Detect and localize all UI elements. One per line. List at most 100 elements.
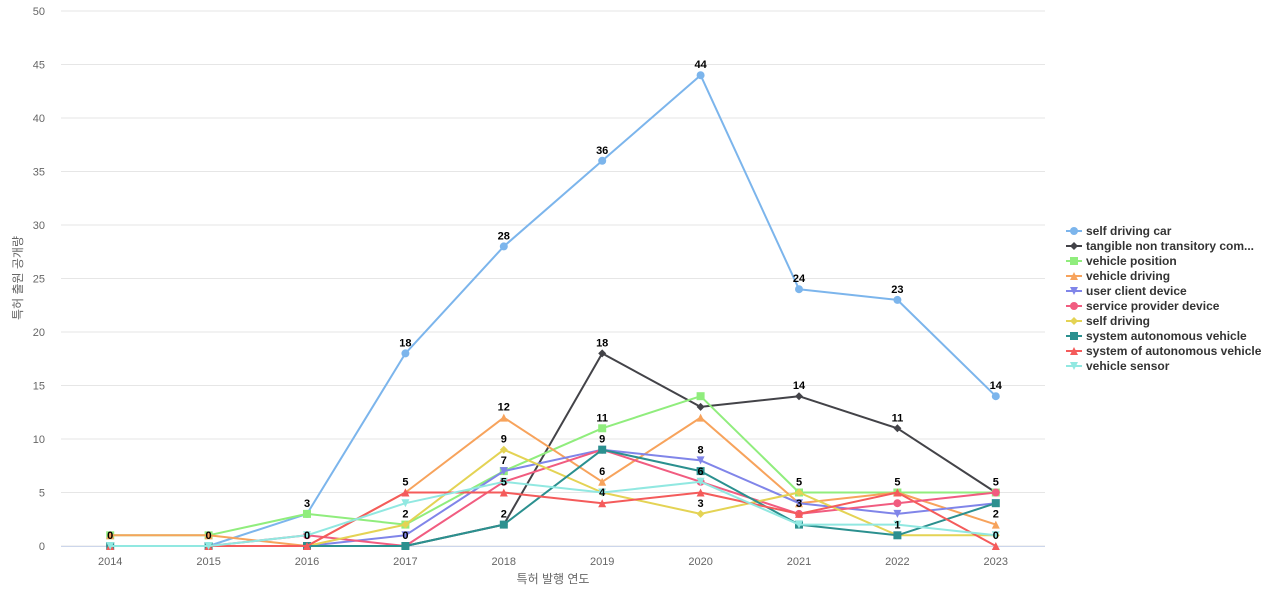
data-point[interactable] xyxy=(696,467,705,476)
legend-marker[interactable] xyxy=(1070,347,1078,355)
data-point[interactable] xyxy=(499,477,508,486)
gridlines xyxy=(61,10,1045,547)
data-label: 6 xyxy=(599,466,605,478)
legend-item[interactable]: system of autonomous vehicle xyxy=(1066,344,1262,358)
legend-marker[interactable] xyxy=(1070,227,1078,235)
data-point[interactable] xyxy=(795,499,803,508)
data-point[interactable] xyxy=(991,531,1000,540)
data-point[interactable] xyxy=(598,445,607,454)
data-point[interactable] xyxy=(893,424,902,433)
data-point[interactable] xyxy=(696,456,705,465)
legend-marker[interactable] xyxy=(1070,287,1078,295)
series-3[interactable] xyxy=(106,413,1000,550)
data-point[interactable] xyxy=(598,349,607,358)
data-label: 2 xyxy=(501,509,507,521)
legend-item[interactable]: tangible non transitory com... xyxy=(1066,239,1254,253)
x-tick-label: 2020 xyxy=(688,556,712,568)
data-point[interactable] xyxy=(696,71,705,80)
legend-label: vehicle position xyxy=(1086,254,1177,268)
data-point[interactable] xyxy=(696,392,705,401)
data-point[interactable] xyxy=(499,242,508,251)
data-point[interactable] xyxy=(598,477,607,486)
data-point[interactable] xyxy=(499,467,508,476)
data-point[interactable] xyxy=(795,520,803,529)
data-point[interactable] xyxy=(401,488,410,497)
data-point[interactable] xyxy=(499,520,508,529)
data-point[interactable] xyxy=(991,392,1000,401)
data-point[interactable] xyxy=(598,499,607,508)
data-point[interactable] xyxy=(991,488,1000,497)
data-point[interactable] xyxy=(401,542,410,550)
data-point[interactable] xyxy=(499,413,508,422)
data-point[interactable] xyxy=(696,477,705,486)
data-point[interactable] xyxy=(598,488,607,497)
data-point[interactable] xyxy=(696,413,705,422)
data-point[interactable] xyxy=(499,445,508,454)
series-8[interactable] xyxy=(106,488,1000,551)
series-9[interactable] xyxy=(106,477,1000,550)
data-point[interactable] xyxy=(696,488,705,497)
legend-item[interactable]: vehicle sensor xyxy=(1066,359,1170,373)
data-point[interactable] xyxy=(991,542,1000,550)
legend-marker[interactable] xyxy=(1070,317,1078,325)
x-tick-label: 2015 xyxy=(196,556,220,568)
data-point[interactable] xyxy=(106,542,115,550)
legend-item[interactable]: service provider device xyxy=(1066,299,1220,313)
data-point[interactable] xyxy=(991,520,1000,529)
series-0[interactable] xyxy=(106,71,1000,550)
series-line[interactable] xyxy=(109,491,997,547)
data-label: 6 xyxy=(698,466,704,478)
data-label: 0 xyxy=(206,530,212,542)
legend-item[interactable]: self driving car xyxy=(1066,224,1172,238)
data-label: 11 xyxy=(892,412,904,424)
data-point[interactable] xyxy=(795,285,803,294)
legend-marker[interactable] xyxy=(1070,257,1078,265)
data-point[interactable] xyxy=(795,509,803,518)
x-tick-label: 2021 xyxy=(787,556,811,568)
legend-item[interactable]: vehicle position xyxy=(1066,254,1177,268)
data-point[interactable] xyxy=(696,402,705,411)
x-tick-label: 2018 xyxy=(492,556,516,568)
data-point[interactable] xyxy=(598,424,607,433)
data-point[interactable] xyxy=(204,531,213,540)
data-point[interactable] xyxy=(401,520,410,529)
data-point[interactable] xyxy=(893,488,902,497)
series-line[interactable] xyxy=(109,416,997,547)
data-point[interactable] xyxy=(499,488,508,497)
legend-item[interactable]: vehicle driving xyxy=(1066,269,1170,283)
series-line[interactable] xyxy=(109,74,997,547)
data-label: 4 xyxy=(599,487,606,499)
data-point[interactable] xyxy=(401,531,410,540)
data-point[interactable] xyxy=(795,392,803,401)
legend-item[interactable]: self driving xyxy=(1066,314,1150,328)
data-point[interactable] xyxy=(303,531,311,540)
legend-marker[interactable] xyxy=(1070,332,1078,340)
legend-marker[interactable] xyxy=(1070,362,1078,370)
legend-marker[interactable] xyxy=(1070,302,1078,310)
data-label: 5 xyxy=(894,477,900,489)
data-point[interactable] xyxy=(991,499,1000,508)
legend-marker[interactable] xyxy=(1070,242,1078,250)
legend-item[interactable]: user client device xyxy=(1066,284,1187,298)
data-point[interactable] xyxy=(303,509,311,518)
y-tick-label: 20 xyxy=(33,327,45,339)
legend-marker[interactable] xyxy=(1070,272,1078,280)
data-point[interactable] xyxy=(401,349,410,358)
data-point[interactable] xyxy=(893,499,902,508)
data-label: 8 xyxy=(698,444,704,456)
data-point[interactable] xyxy=(303,542,311,550)
data-point[interactable] xyxy=(106,531,115,540)
data-point[interactable] xyxy=(893,295,902,304)
data-point[interactable] xyxy=(893,509,902,518)
data-point[interactable] xyxy=(204,542,213,550)
data-point[interactable] xyxy=(893,520,902,529)
legend-item[interactable]: system autonomous vehicle xyxy=(1066,329,1247,343)
data-point[interactable] xyxy=(795,488,803,497)
data-point[interactable] xyxy=(401,499,410,508)
data-point[interactable] xyxy=(696,509,705,518)
data-point[interactable] xyxy=(598,156,607,165)
data-point[interactable] xyxy=(893,531,902,540)
series-line[interactable] xyxy=(109,480,997,547)
